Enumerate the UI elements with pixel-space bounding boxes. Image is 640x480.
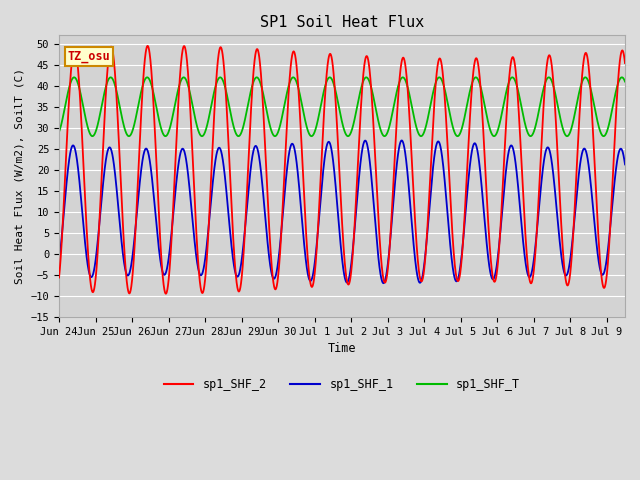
Y-axis label: Soil Heat Flux (W/m2), SoilT (C): Soil Heat Flux (W/m2), SoilT (C) — [15, 68, 25, 284]
Text: TZ_osu: TZ_osu — [67, 49, 110, 62]
Legend: sp1_SHF_2, sp1_SHF_1, sp1_SHF_T: sp1_SHF_2, sp1_SHF_1, sp1_SHF_T — [159, 373, 525, 396]
X-axis label: Time: Time — [328, 342, 356, 355]
Title: SP1 Soil Heat Flux: SP1 Soil Heat Flux — [260, 15, 424, 30]
